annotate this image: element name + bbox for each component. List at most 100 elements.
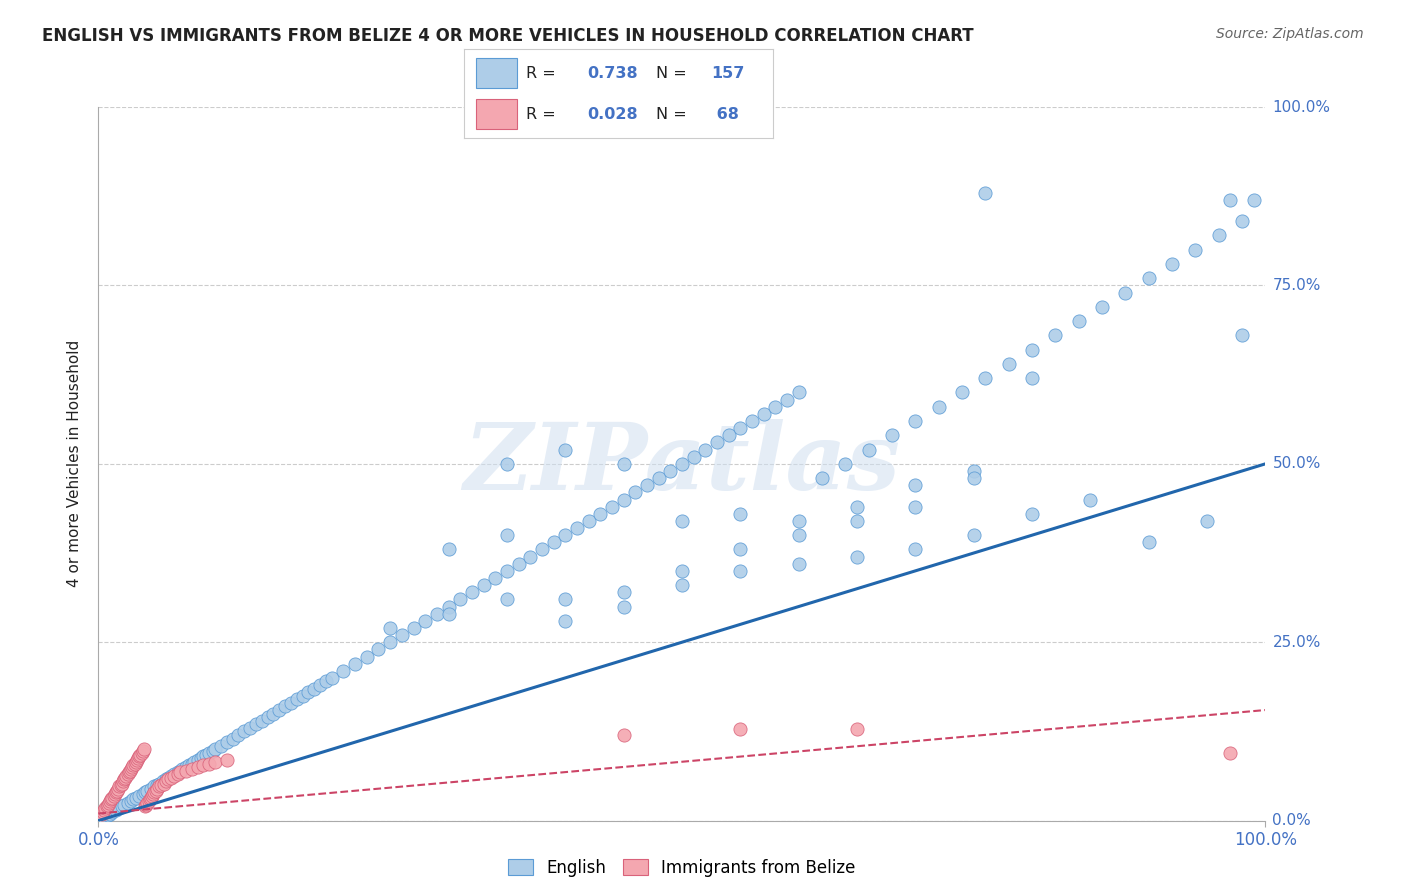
- Point: [1067, 314, 1090, 328]
- Point: [146, 781, 169, 796]
- Point: [148, 776, 170, 790]
- Point: [180, 762, 202, 776]
- Point: [215, 753, 238, 767]
- Point: [132, 742, 155, 756]
- Point: [169, 764, 191, 778]
- Point: [519, 549, 541, 564]
- Text: 75.0%: 75.0%: [1272, 278, 1320, 293]
- Point: [508, 557, 530, 571]
- Point: [904, 500, 927, 514]
- Point: [163, 767, 186, 781]
- Point: [142, 787, 165, 801]
- Point: [256, 710, 278, 724]
- Point: [108, 780, 131, 794]
- Point: [139, 781, 162, 796]
- Point: [671, 457, 693, 471]
- Text: 25.0%: 25.0%: [1272, 635, 1320, 649]
- Point: [114, 771, 136, 785]
- Point: [146, 778, 169, 792]
- Point: [163, 769, 186, 783]
- Point: [741, 414, 763, 428]
- Point: [145, 783, 167, 797]
- Point: [717, 428, 740, 442]
- Point: [179, 758, 201, 772]
- Point: [122, 792, 145, 806]
- Point: [121, 760, 143, 774]
- Point: [367, 642, 389, 657]
- Point: [141, 789, 163, 803]
- Point: [962, 471, 984, 485]
- Point: [495, 528, 517, 542]
- Point: [554, 528, 576, 542]
- Point: [159, 771, 181, 785]
- Point: [309, 678, 332, 692]
- Point: [115, 769, 138, 783]
- Point: [647, 471, 669, 485]
- Point: [1230, 214, 1253, 228]
- Point: [787, 528, 810, 542]
- Point: [671, 578, 693, 592]
- Text: N =: N =: [655, 107, 686, 121]
- Point: [204, 742, 226, 756]
- Point: [974, 371, 997, 385]
- Point: [624, 485, 647, 500]
- Point: [845, 723, 868, 737]
- Point: [239, 721, 262, 735]
- Point: [612, 728, 634, 742]
- Point: [834, 457, 856, 471]
- Point: [1114, 285, 1136, 300]
- Point: [297, 685, 319, 699]
- Point: [636, 478, 658, 492]
- Point: [157, 772, 180, 787]
- Point: [706, 435, 728, 450]
- Point: [612, 599, 634, 614]
- Point: [97, 808, 120, 822]
- Point: [437, 599, 460, 614]
- Point: [589, 507, 612, 521]
- Point: [172, 762, 194, 776]
- Point: [198, 746, 221, 760]
- Point: [600, 500, 623, 514]
- Point: [730, 723, 752, 737]
- Point: [187, 753, 209, 767]
- Point: [321, 671, 343, 685]
- Point: [198, 756, 221, 771]
- Point: [730, 507, 752, 521]
- Point: [695, 442, 717, 457]
- Point: [201, 744, 224, 758]
- Point: [136, 783, 159, 797]
- Point: [215, 735, 238, 749]
- Point: [554, 614, 576, 628]
- Point: [112, 772, 135, 787]
- Point: [104, 785, 127, 799]
- FancyBboxPatch shape: [477, 58, 516, 88]
- Point: [962, 464, 984, 478]
- Point: [187, 760, 209, 774]
- Point: [426, 607, 449, 621]
- Point: [127, 751, 149, 765]
- Point: [104, 803, 127, 817]
- Point: [612, 457, 634, 471]
- Point: [93, 810, 115, 824]
- Point: [1208, 228, 1230, 243]
- Point: [166, 765, 188, 780]
- Point: [1021, 507, 1043, 521]
- Point: [1243, 193, 1265, 207]
- Point: [150, 778, 173, 792]
- Y-axis label: 4 or more Vehicles in Household: 4 or more Vehicles in Household: [67, 340, 83, 588]
- Point: [904, 542, 927, 557]
- Text: ENGLISH VS IMMIGRANTS FROM BELIZE 4 OR MORE VEHICLES IN HOUSEHOLD CORRELATION CH: ENGLISH VS IMMIGRANTS FROM BELIZE 4 OR M…: [42, 27, 974, 45]
- Point: [104, 787, 127, 801]
- Point: [134, 785, 156, 799]
- Point: [108, 801, 131, 815]
- Point: [974, 186, 997, 200]
- Point: [437, 607, 460, 621]
- Point: [97, 796, 120, 810]
- Point: [169, 765, 191, 780]
- Point: [461, 585, 484, 599]
- Point: [928, 400, 950, 414]
- Point: [391, 628, 413, 642]
- Point: [904, 478, 927, 492]
- Point: [1045, 328, 1067, 343]
- Point: [413, 614, 436, 628]
